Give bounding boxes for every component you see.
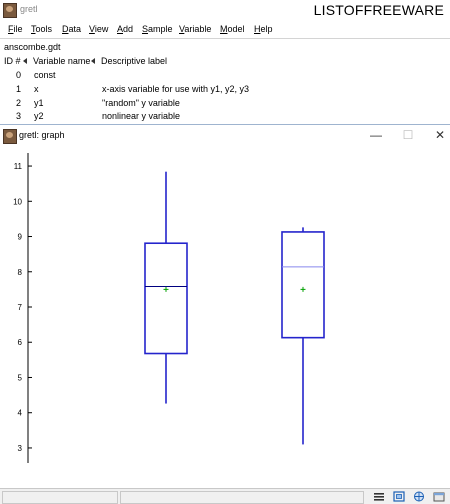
y-tick-label: 10 [13, 197, 22, 206]
graph-window-titlebar: gretl: graph — ☐ ✕ [0, 125, 450, 145]
variable-row-name[interactable]: const [34, 70, 56, 80]
y-tick-label: 5 [18, 373, 23, 382]
status-field [120, 491, 364, 504]
menu-icon[interactable] [372, 490, 386, 503]
variable-row-label: nonlinear y variable [102, 111, 181, 121]
column-header-label[interactable]: Descriptive label [101, 56, 168, 66]
pan-icon[interactable] [412, 490, 426, 503]
gretl-app-icon [3, 129, 17, 144]
y-tick-label: 9 [18, 233, 23, 242]
watermark-text: LISTOFFREEWARE [313, 2, 444, 18]
box-iqr [144, 242, 188, 355]
y-tick-label: 8 [18, 268, 23, 277]
variable-row-label: x-axis variable for use with y1, y2, y3 [102, 84, 250, 94]
maximize-button[interactable]: ☐ [402, 128, 414, 142]
y-tick-label: 6 [18, 338, 23, 347]
column-header-name[interactable]: Variable name [33, 56, 91, 66]
menu-tools[interactable]: Tools [31, 24, 53, 34]
status-field [2, 491, 118, 504]
y-tick-label: 3 [18, 444, 23, 453]
menu-bar: File Tools Data View Add Sample Variable… [0, 20, 450, 38]
variable-row-id: 1 [16, 84, 22, 94]
y-tick-label: 4 [18, 409, 23, 418]
variable-row-id: 2 [16, 98, 22, 108]
gretl-app-icon [3, 3, 17, 18]
variable-row-id: 0 [16, 70, 22, 80]
graph-window: gretl: graph — ☐ ✕ 34567891011y1y2 [0, 124, 450, 504]
window-icon[interactable] [432, 490, 446, 503]
main-window-titlebar: gretl LISTOFFREEWARE [0, 0, 450, 20]
menu-model[interactable]: Model [220, 24, 245, 34]
menu-view[interactable]: View [89, 24, 109, 34]
graph-window-title: gretl: graph [19, 130, 65, 140]
dataset-filename: anscombe.gdt [4, 42, 61, 52]
variable-row-name[interactable]: x [34, 84, 39, 94]
y-tick-label: 11 [14, 162, 23, 171]
menu-separator [0, 38, 450, 39]
column-header-id[interactable]: ID # [4, 56, 21, 66]
variable-row-label: "random" y variable [102, 98, 180, 108]
minimize-button[interactable]: — [370, 128, 382, 142]
box-iqr [281, 231, 325, 339]
variable-row-id: 3 [16, 111, 22, 121]
boxplot-chart: 34567891011y1y2 [13, 153, 325, 463]
main-window-title: gretl [20, 4, 38, 14]
sort-arrow-icon [23, 58, 27, 64]
menu-help[interactable]: Help [254, 24, 273, 34]
menu-add[interactable]: Add [117, 24, 134, 34]
menu-variable[interactable]: Variable [179, 24, 212, 34]
close-button[interactable]: ✕ [434, 128, 446, 142]
menu-data[interactable]: Data [62, 24, 82, 34]
menu-sample[interactable]: Sample [142, 24, 173, 34]
menu-file[interactable]: File [8, 24, 23, 34]
variable-row-name[interactable]: y2 [34, 111, 44, 121]
variable-row-name[interactable]: y1 [34, 98, 44, 108]
y-tick-label: 7 [18, 303, 23, 312]
zoom-icon[interactable] [392, 490, 406, 503]
sort-arrow-icon [91, 58, 95, 64]
